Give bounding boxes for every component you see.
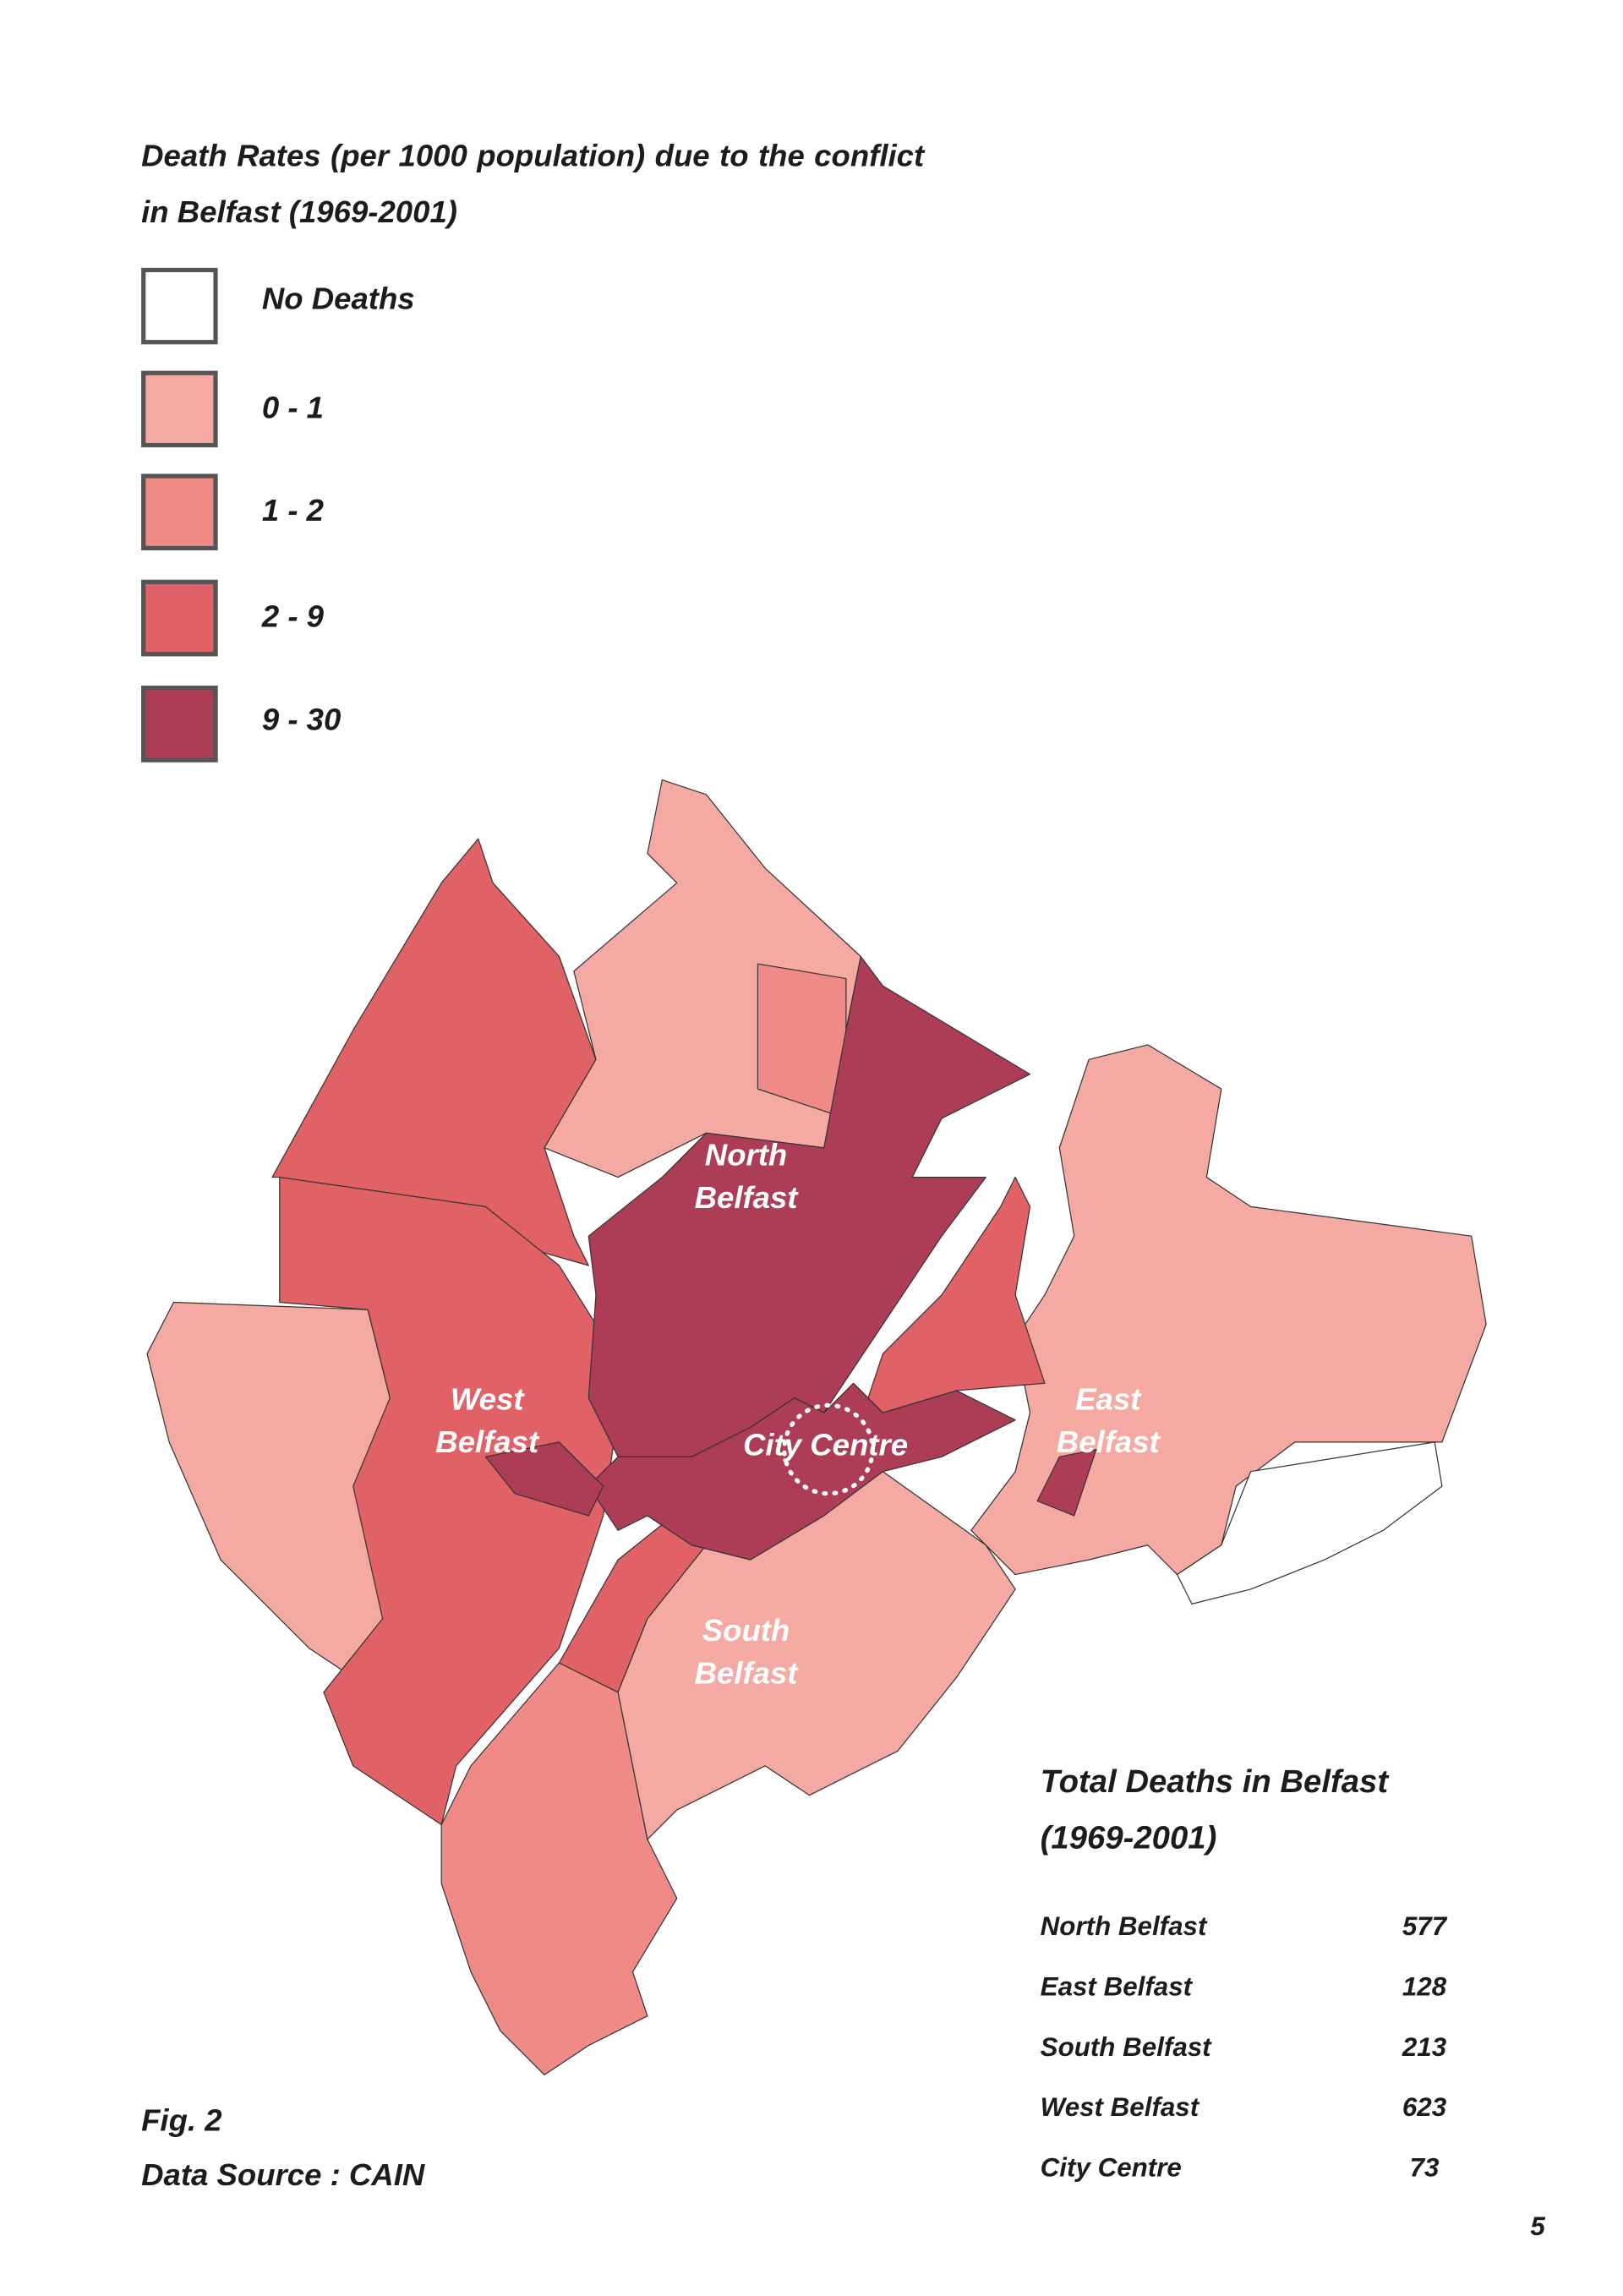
- page-number: 5: [1530, 2211, 1545, 2242]
- region-label: South Belfast: [694, 1614, 798, 1692]
- legend-swatch: [141, 579, 218, 657]
- legend-label: 1 - 2: [261, 494, 325, 528]
- table-name: City Centre: [1040, 2152, 1182, 2183]
- city-centre-marker: [782, 1402, 875, 1496]
- district: [867, 1176, 1046, 1413]
- region-label: West Belfast: [435, 1383, 539, 1460]
- figure-label: Fig. 2: [141, 2104, 222, 2139]
- legend-swatch: [141, 267, 218, 345]
- legend-label: 2 - 9: [261, 600, 325, 635]
- table-value: 213: [1402, 2031, 1447, 2062]
- table-name: East Belfast: [1040, 1971, 1193, 2002]
- table-name: North Belfast: [1040, 1911, 1207, 1941]
- table-value: 73: [1409, 2152, 1440, 2183]
- district: [587, 1382, 1016, 1561]
- table-title: Total Deaths in Belfast (1969-2001): [1040, 1763, 1389, 1856]
- legend-swatch: [141, 473, 218, 551]
- table-name: South Belfast: [1040, 2031, 1211, 2062]
- source: Data Source : CAIN: [141, 2158, 425, 2193]
- table-value: 577: [1402, 1911, 1447, 1941]
- district: [484, 1441, 604, 1517]
- legend-label: 0 - 1: [261, 391, 325, 426]
- district: [1036, 1448, 1097, 1517]
- legend-swatch: [141, 370, 218, 448]
- table-value: 623: [1402, 2092, 1447, 2123]
- legend-swatch: [141, 686, 218, 763]
- table-value: 128: [1402, 1971, 1447, 2002]
- district: [1176, 1441, 1443, 1604]
- table-name: West Belfast: [1040, 2092, 1199, 2123]
- region-label: City Centre: [743, 1429, 909, 1463]
- region-label: North Belfast: [694, 1139, 798, 1216]
- legend-label: 9 - 30: [261, 703, 342, 738]
- title: Death Rates (per 1000 population) due to…: [141, 139, 925, 230]
- region-label: East Belfast: [1056, 1383, 1160, 1460]
- legend-label: No Deaths: [261, 282, 415, 317]
